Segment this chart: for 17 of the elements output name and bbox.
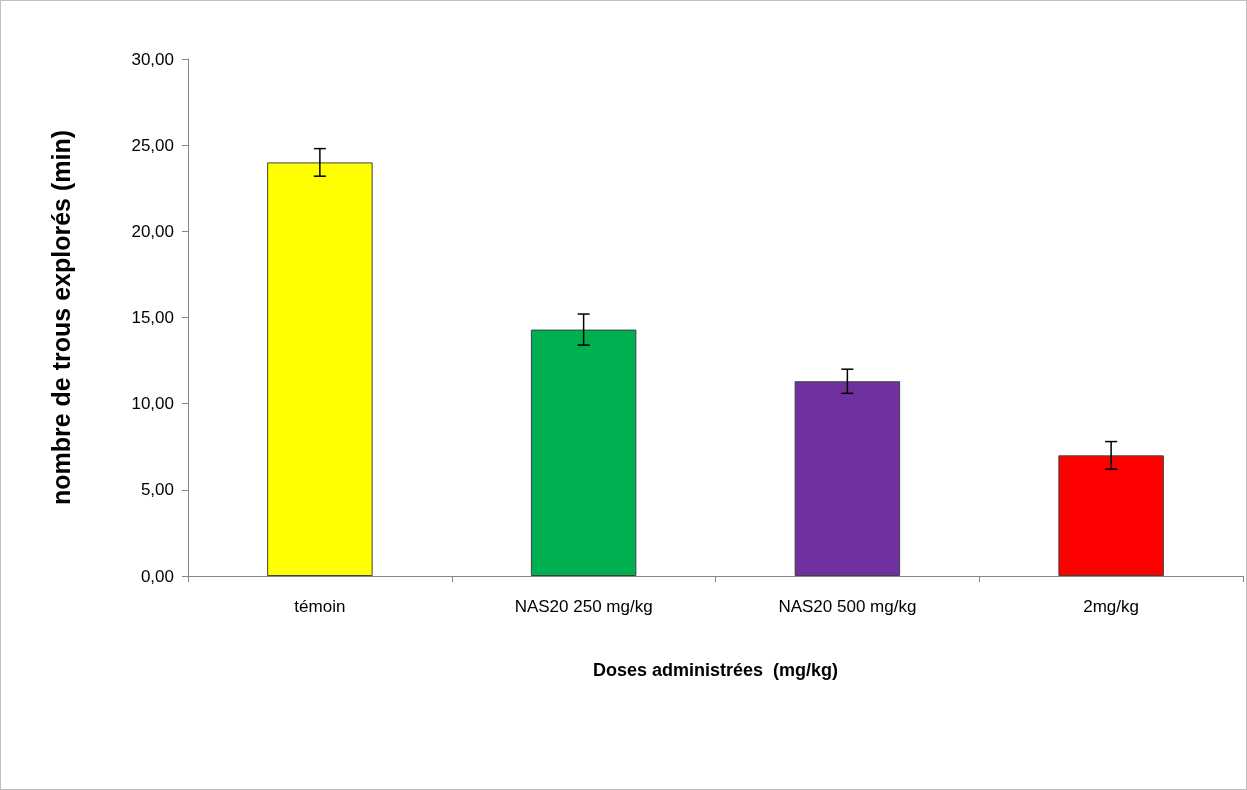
bar xyxy=(267,162,373,576)
x-tick-label: NAS20 250 mg/kg xyxy=(514,597,653,616)
bar xyxy=(794,381,901,576)
y-tick-label: 10,00 xyxy=(131,394,174,414)
x-tick-label: 2mg/kg xyxy=(1083,597,1139,616)
x-tick-label: témoin xyxy=(294,597,346,616)
bar xyxy=(530,329,637,576)
y-tick-label: 25,00 xyxy=(131,135,174,155)
x-tick-label: NAS20 500 mg/kg xyxy=(778,597,917,616)
y-tick-label: 15,00 xyxy=(131,308,174,327)
y-axis-title: nombre de trous explorés (min) xyxy=(46,129,75,506)
y-tick-label: 20,00 xyxy=(131,221,174,241)
bar xyxy=(1058,455,1164,576)
y-tick-label: 0,00 xyxy=(140,566,174,586)
y-tick-label: 5,00 xyxy=(140,480,174,500)
x-axis-title: Doses administrées (mg/kg) xyxy=(592,660,839,680)
y-tick-label: 30,00 xyxy=(131,49,174,69)
